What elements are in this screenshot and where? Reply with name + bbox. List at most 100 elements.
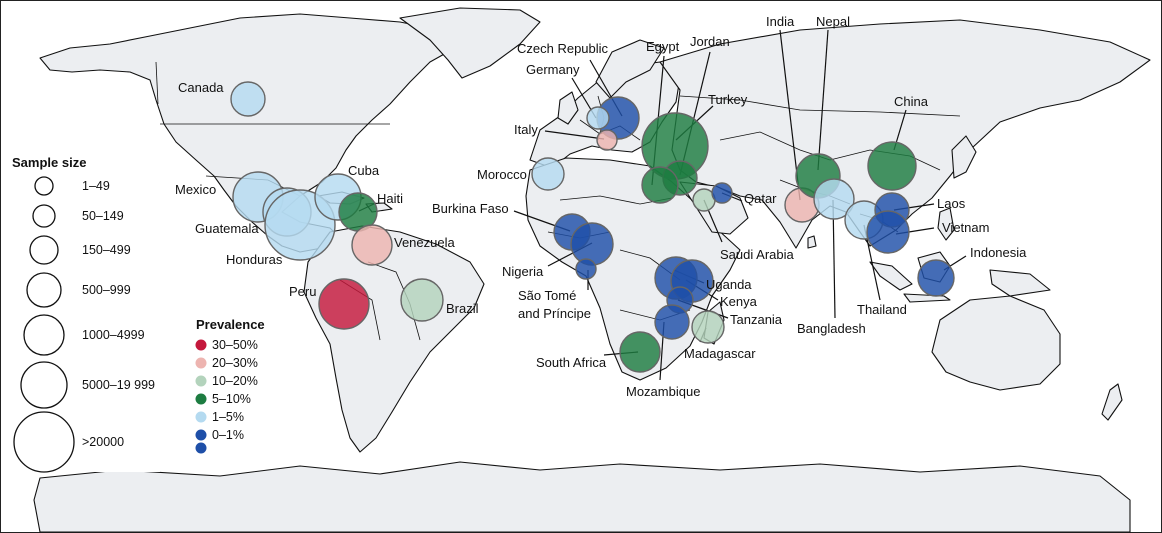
legend-size-circle-1 [34, 176, 54, 196]
label-nigeria: Nigeria [502, 264, 544, 279]
label-nepal: Nepal [816, 14, 850, 29]
label-egypt: Egypt [646, 39, 680, 54]
label-brazil: Brazil [446, 301, 479, 316]
label-burkina-faso: Burkina Faso [432, 201, 509, 216]
bubbles [230, 81, 955, 373]
label-jordan: Jordan [690, 34, 730, 49]
label-uganda: Uganda [706, 277, 752, 292]
label-canada: Canada [178, 80, 224, 95]
border-russia [679, 95, 961, 117]
bubble-italy[interactable] [596, 129, 618, 151]
legend-size-circle-2 [32, 204, 56, 228]
label-honduras: Honduras [226, 252, 283, 267]
legend-size-label-3: 150–499 [82, 243, 131, 257]
label-guatemala: Guatemala [195, 221, 259, 236]
legend-size-label-1: 1–49 [82, 179, 110, 193]
label-peru: Peru [289, 284, 316, 299]
label-kenya: Kenya [720, 294, 758, 309]
legend-swatch-20-30 [195, 357, 207, 369]
label-tanzania: Tanzania [730, 312, 783, 327]
label-laos: Laos [937, 196, 966, 211]
legend-swatch-0-1 [195, 429, 207, 441]
label-thailand: Thailand [857, 302, 907, 317]
legend-size-circle-3 [29, 235, 59, 265]
legend-swatch-1-5 [195, 411, 207, 423]
label-mexico: Mexico [175, 182, 216, 197]
bubble-nigeria[interactable] [570, 222, 614, 266]
label-morocco: Morocco [477, 167, 527, 182]
label-germany: Germany [526, 62, 580, 77]
label-bangladesh: Bangladesh [797, 321, 866, 336]
bubble-canada[interactable] [230, 81, 266, 117]
legend-swatch-5-10 [195, 393, 207, 405]
legend-swatch-10-20 [195, 375, 207, 387]
label-madagascar: Madagascar [684, 346, 756, 361]
label-mozambique: Mozambique [626, 384, 700, 399]
legend-size-label-2: 50–149 [82, 209, 124, 223]
label-qatar: Qatar [744, 191, 777, 206]
label-turkey: Turkey [708, 92, 748, 107]
bubble-south-africa[interactable] [619, 331, 661, 373]
legend-prevalence-label-4: 5–10% [212, 392, 251, 406]
legend-size-label-7: >20000 [82, 435, 124, 449]
landmass-britain [557, 91, 579, 125]
label-saudi-arabia: Saudi Arabia [720, 247, 794, 262]
bubble-bangladesh[interactable] [813, 178, 855, 220]
label-india: India [766, 14, 795, 29]
legend-swatch-extra [195, 442, 207, 454]
landmass-scandinavia [595, 39, 665, 99]
legend-prevalence-label-3: 10–20% [212, 374, 258, 388]
bubble-venezuela[interactable] [351, 224, 393, 266]
legend-size-label-6: 5000–19 999 [82, 378, 155, 392]
bubble-brazil[interactable] [400, 278, 444, 322]
legend-prevalence: Prevalence 30–50% 20–30% 10–20% 5–10% 1–… [195, 317, 265, 454]
legend-size-label-5: 1000–4999 [82, 328, 145, 342]
country-labels: Canada Mexico Guatemala Honduras Cuba Ha… [175, 14, 1027, 399]
landmass-sri-lanka [807, 235, 817, 249]
legend-sample-size: Sample size 1–49 50–149 150–499 500–999 … [4, 150, 160, 473]
bubble-sao-tome[interactable] [575, 258, 597, 280]
legend-size-circle-7 [13, 411, 75, 473]
legend-prevalence-label-6: 0–1% [212, 428, 244, 442]
label-czech-republic: Czech Republic [517, 41, 609, 56]
legend-sample-size-title: Sample size [12, 155, 86, 170]
legend-swatch-30-50 [195, 339, 207, 351]
bubble-germany[interactable] [586, 106, 610, 130]
landmass-sumatra [869, 261, 913, 291]
legend-size-circle-6 [20, 361, 68, 409]
bubble-qatar[interactable] [711, 182, 733, 204]
legend-size-circle-4 [26, 272, 62, 308]
legend-prevalence-label-5: 1–5% [212, 410, 244, 424]
legend-prevalence-label-1: 30–50% [212, 338, 258, 352]
landmass-australia [931, 295, 1061, 391]
label-south-africa: South Africa [536, 355, 607, 370]
landmass-new-zealand [1101, 383, 1123, 421]
bubble-mozambique[interactable] [654, 304, 690, 340]
label-cuba: Cuba [348, 163, 380, 178]
leader-nepal [817, 29, 829, 171]
landmass-south-america [303, 225, 485, 453]
border-alaska [155, 61, 159, 105]
bubble-indonesia[interactable] [917, 259, 955, 297]
leader-italy [544, 130, 605, 140]
legend-size-circle-5 [23, 314, 65, 356]
legend-prevalence-title: Prevalence [196, 317, 265, 332]
label-italy: Italy [514, 122, 538, 137]
landmass-antarctica [33, 461, 1131, 533]
landmass-greenland [399, 7, 541, 79]
label-haiti: Haiti [377, 191, 403, 206]
bubble-morocco[interactable] [531, 157, 565, 191]
border-brazil [367, 261, 421, 341]
bubble-madagascar[interactable] [691, 310, 725, 344]
bubble-peru[interactable] [318, 278, 370, 330]
bubble-china[interactable] [867, 141, 917, 191]
label-vietnam: Vietnam [942, 220, 989, 235]
label-sao-tome-line2: and Príncipe [518, 306, 591, 321]
legend-prevalence-label-2: 20–30% [212, 356, 258, 370]
bubble-egypt[interactable] [641, 166, 679, 204]
label-venezuela: Venezuela [394, 235, 455, 250]
landmass-japan [951, 135, 977, 179]
landmass-new-guinea [989, 269, 1051, 297]
bubble-vietnam[interactable] [866, 210, 910, 254]
